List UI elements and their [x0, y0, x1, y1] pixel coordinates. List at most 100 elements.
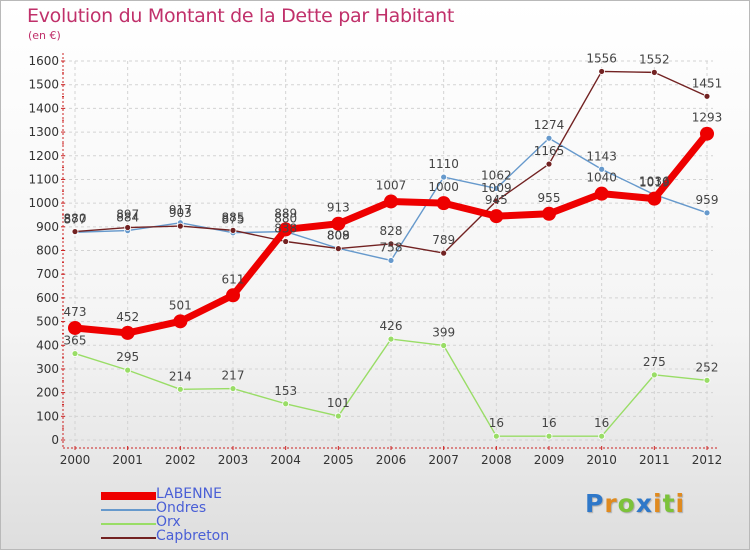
data-point-capbreton: [176, 222, 184, 230]
x-tick-label: 2008: [481, 453, 512, 467]
x-tick-label: 2003: [218, 453, 249, 467]
data-label-ondres: 875: [222, 213, 245, 227]
y-tick-label: 200: [36, 386, 59, 400]
data-point-orx: [440, 342, 448, 349]
x-tick-label: 2000: [60, 453, 91, 467]
data-label-labenne: 501: [169, 298, 192, 312]
data-label-ondres: 1062: [481, 168, 512, 182]
x-tick-label: 2004: [270, 453, 301, 467]
data-point-capbreton: [492, 197, 500, 205]
data-point-orx: [334, 412, 342, 420]
proxiti-logo: Proxiti: [585, 489, 685, 518]
data-label-ondres: 959: [696, 193, 719, 207]
data-point-orx: [703, 376, 711, 384]
data-point-capbreton: [387, 240, 395, 248]
data-label-capbreton: 1009: [481, 181, 512, 195]
logo-letter: i: [675, 489, 686, 518]
data-label-labenne: 452: [116, 310, 139, 324]
data-point-labenne: [594, 186, 609, 201]
x-tick-label: 2009: [534, 453, 565, 467]
x-tick-label: 2012: [692, 453, 723, 467]
data-label-capbreton: 880: [64, 212, 87, 226]
y-tick-label: 100: [36, 409, 59, 423]
y-tick-label: 1600: [28, 54, 59, 68]
data-label-capbreton: 808: [327, 229, 350, 243]
y-tick-label: 800: [36, 244, 59, 258]
data-label-labenne: 945: [485, 193, 508, 207]
data-point-ondres: [598, 165, 606, 173]
data-point-capbreton: [545, 160, 553, 168]
data-point-orx: [387, 335, 395, 343]
data-point-capbreton: [703, 92, 711, 100]
data-label-orx: 365: [64, 334, 87, 348]
axis-layer: 0 100 200 300 400 500 600 700 800 900 1000 1100 1200…: [28, 53, 722, 467]
data-point-labenne: [647, 191, 662, 206]
data-point-capbreton: [71, 228, 79, 235]
data-point-labenne: [700, 126, 714, 141]
data-label-ondres: 809: [327, 228, 350, 242]
data-point-capbreton: [440, 249, 448, 257]
data-point-capbreton: [650, 68, 658, 76]
data-label-ondres: 1036: [639, 175, 670, 189]
data-point-ondres: [440, 173, 448, 181]
legend-swatch: [101, 492, 156, 500]
logo-letter: P: [585, 489, 605, 518]
data-label-ondres: 880: [274, 212, 297, 226]
data-label-capbreton: 903: [169, 206, 192, 220]
data-point-capbreton: [282, 238, 290, 245]
data-label-orx: 426: [380, 319, 403, 333]
y-tick-label: 1400: [28, 101, 59, 115]
x-tick-label: 2011: [639, 453, 670, 467]
legend-label: Orx: [156, 514, 181, 530]
logo-letter: t: [662, 489, 676, 518]
data-point-labenne: [226, 288, 240, 303]
data-point-labenne: [120, 325, 135, 340]
data-label-capbreton: 1556: [586, 51, 617, 65]
y-tick-label: 0: [51, 433, 59, 447]
data-point-labenne: [542, 206, 556, 221]
y-tick-label: 1000: [28, 196, 59, 210]
x-tick-label: 2002: [165, 453, 196, 467]
y-tick-label: 600: [36, 291, 59, 305]
data-label-capbreton: 828: [380, 224, 403, 238]
legend-swatch: [101, 523, 156, 525]
y-tick-label: 1200: [28, 149, 59, 163]
data-label-capbreton: 1552: [639, 52, 670, 66]
legend-swatch: [101, 537, 156, 539]
legend-label: LABENNE: [156, 486, 222, 502]
y-tick-label: 1100: [28, 172, 59, 186]
data-label-capbreton: 789: [432, 233, 455, 247]
data-label-labenne: 1293: [692, 111, 723, 125]
data-point-capbreton: [229, 226, 237, 234]
data-point-labenne: [68, 320, 82, 335]
data-label-labenne: 889: [274, 206, 297, 220]
y-tick-label: 500: [36, 315, 59, 329]
x-tick-label: 2001: [112, 453, 143, 467]
data-point-ondres: [703, 209, 711, 217]
data-point-orx: [124, 366, 132, 374]
y-tick-label: 1300: [28, 125, 59, 139]
data-label-orx: 16: [489, 416, 504, 430]
data-label-labenne: 1007: [376, 178, 407, 192]
chart-unit-label: (en €): [28, 29, 61, 42]
data-label-labenne: 1040: [586, 171, 617, 185]
data-label-ondres: 758: [380, 240, 403, 254]
y-tick-label: 1500: [28, 78, 59, 92]
data-label-capbreton: 1165: [534, 144, 565, 158]
data-label-orx: 16: [594, 416, 609, 430]
data-point-orx: [229, 385, 237, 392]
y-tick-label: 400: [36, 338, 59, 352]
data-label-ondres: 1274: [534, 118, 565, 132]
legend-label: Ondres: [156, 500, 207, 516]
data-point-orx: [176, 385, 184, 393]
data-label-labenne: 913: [327, 201, 350, 215]
data-label-orx: 295: [116, 350, 139, 364]
data-label-orx: 16: [541, 416, 556, 430]
data-label-orx: 252: [696, 360, 719, 374]
data-label-orx: 153: [274, 384, 297, 398]
data-label-orx: 214: [169, 369, 192, 383]
data-point-ondres: [387, 257, 395, 264]
